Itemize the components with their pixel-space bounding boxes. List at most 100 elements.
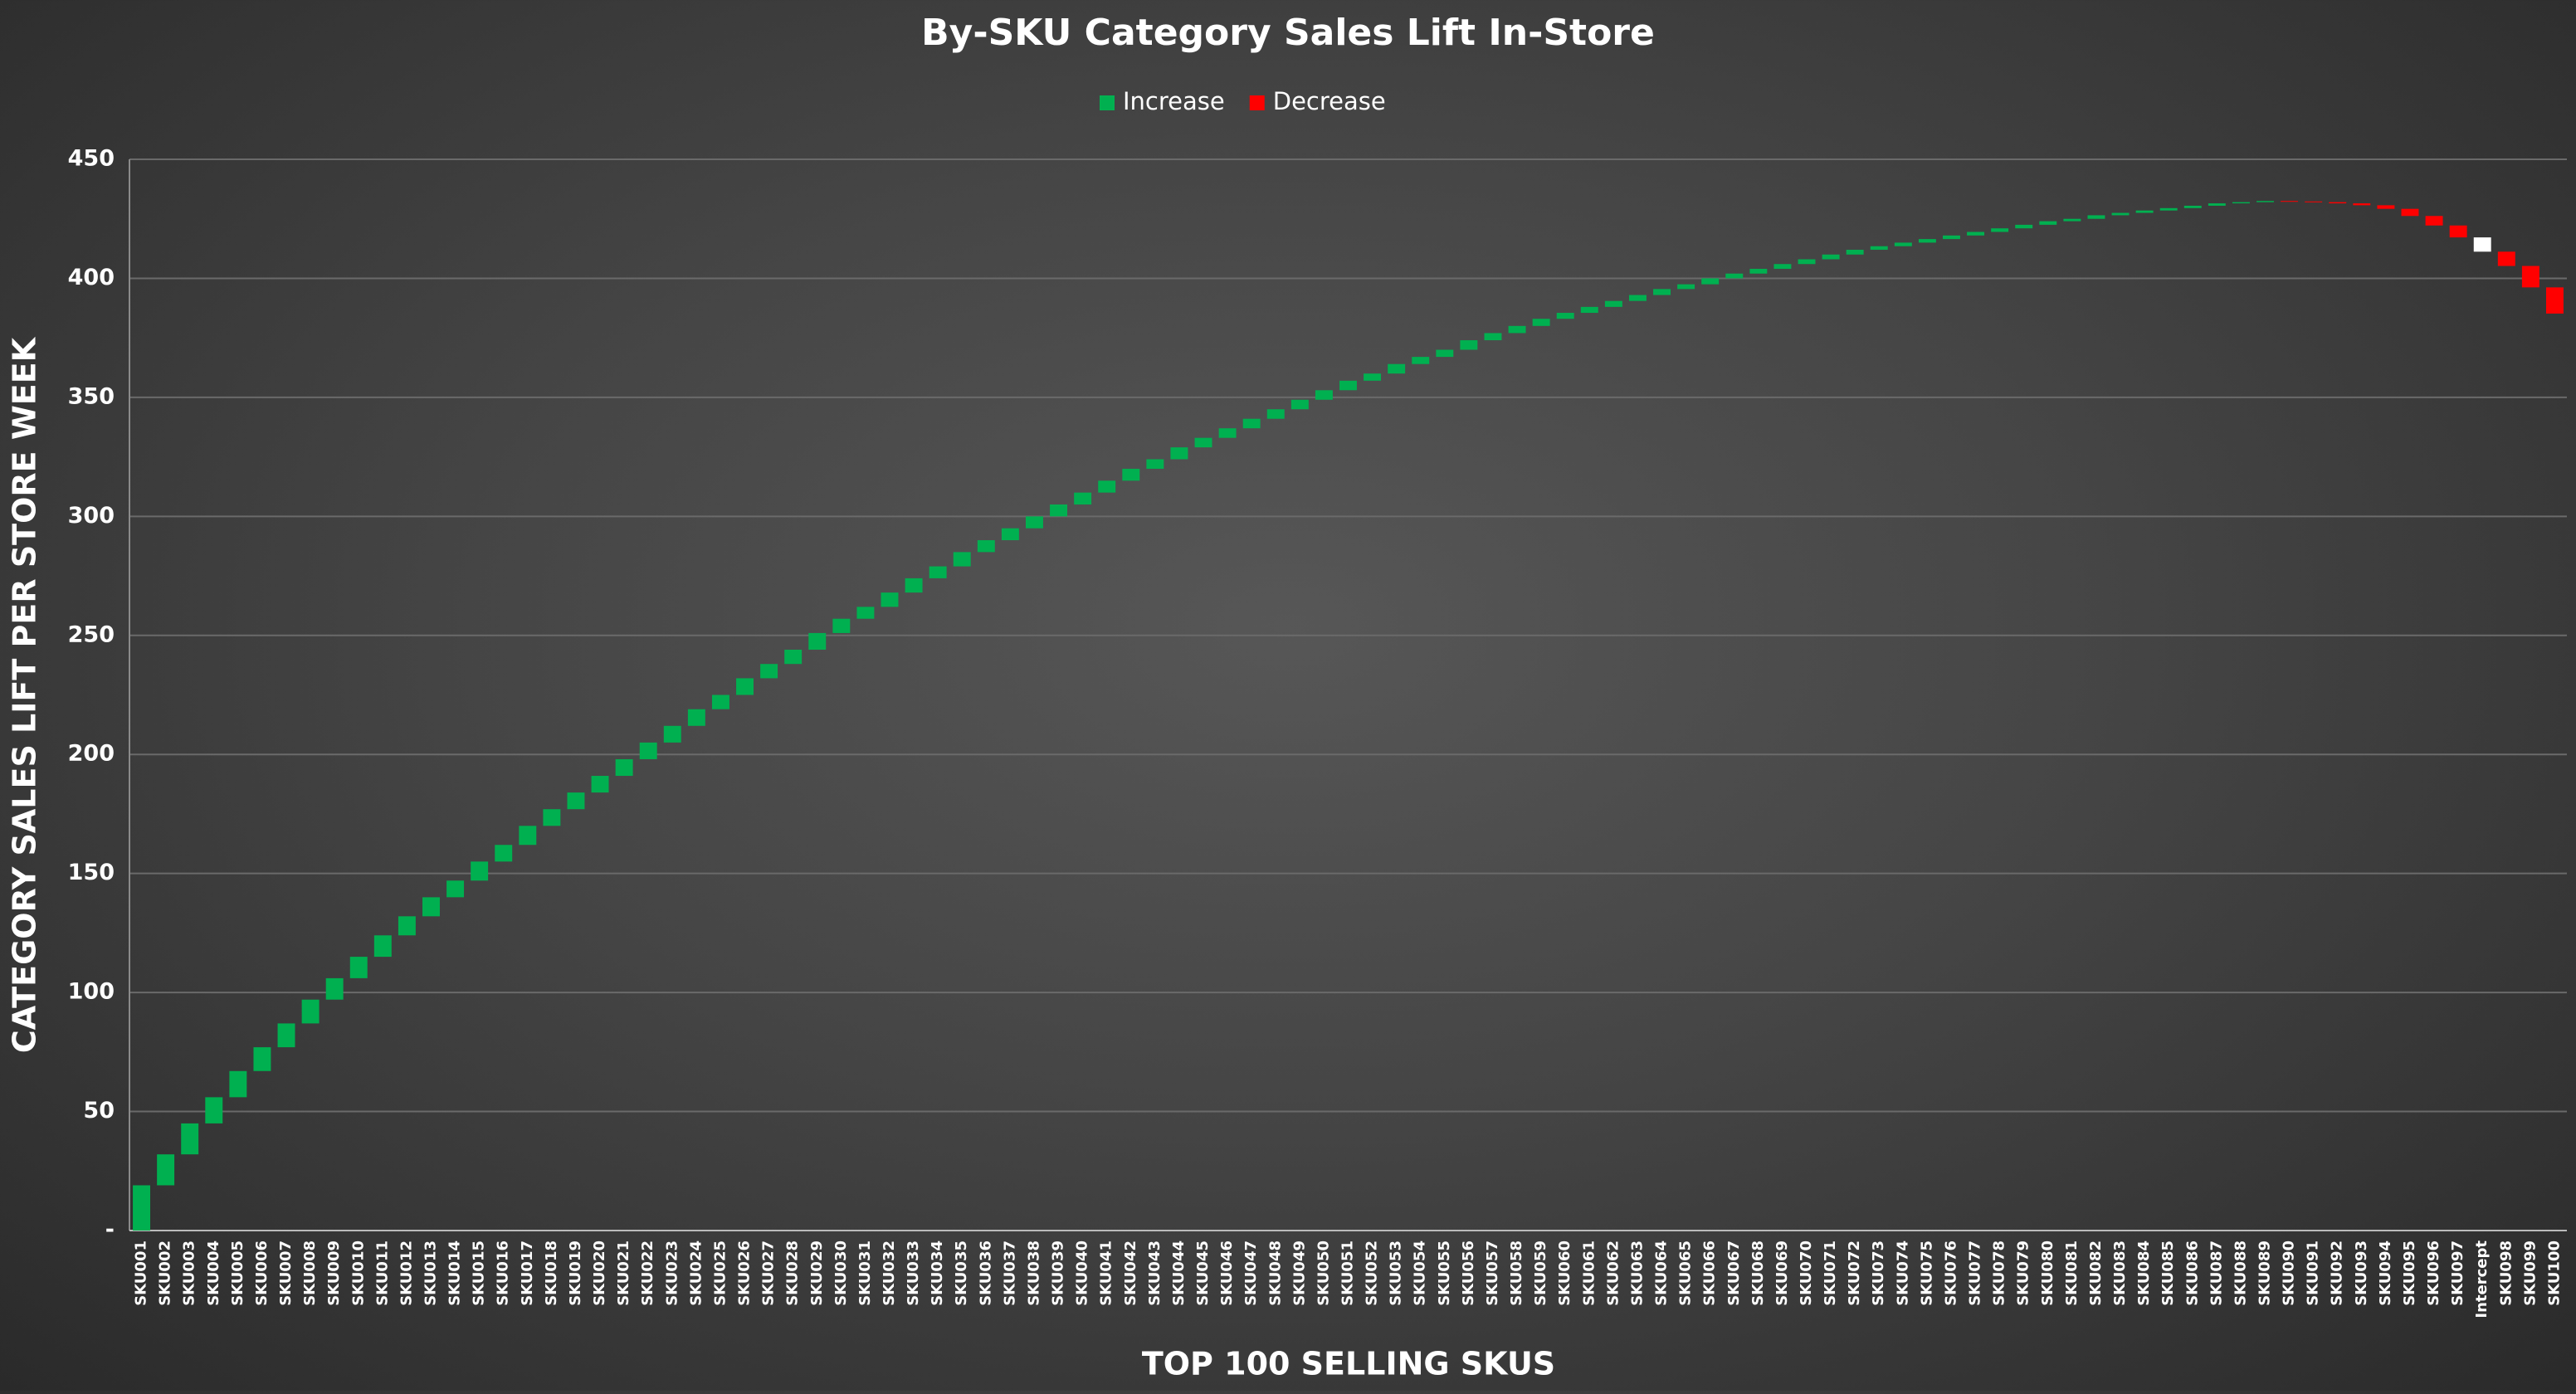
bar xyxy=(1846,250,1864,255)
x-tick-label: SKU079 xyxy=(2015,1240,2032,1306)
bar xyxy=(1918,239,1936,243)
x-tick-label: SKU059 xyxy=(1532,1240,1549,1306)
x-tick-label: SKU098 xyxy=(2497,1240,2515,1306)
bar xyxy=(2256,201,2274,202)
legend-label: Decrease xyxy=(1273,87,1386,115)
bar xyxy=(2449,225,2467,238)
x-tick-label: SKU047 xyxy=(1242,1240,1260,1306)
bar xyxy=(1604,300,1622,307)
bar xyxy=(2473,237,2491,252)
bar xyxy=(2497,251,2515,266)
x-tick-label: SKU062 xyxy=(1604,1240,1622,1306)
bar xyxy=(2545,287,2564,314)
bar xyxy=(1218,428,1237,438)
bar xyxy=(2039,221,2057,225)
y-tick-label: 350 xyxy=(68,383,115,409)
bar xyxy=(1388,363,1406,374)
bar xyxy=(1532,319,1550,326)
bar xyxy=(1001,528,1019,541)
x-tick-label: SKU043 xyxy=(1146,1240,1164,1306)
bar xyxy=(1098,480,1116,493)
x-tick-label: SKU075 xyxy=(1918,1240,1935,1306)
bar xyxy=(1339,380,1357,391)
x-tick-label: SKU069 xyxy=(1773,1240,1791,1306)
x-tick-label: SKU071 xyxy=(1822,1240,1839,1306)
bar xyxy=(953,552,971,567)
x-tick-label: SKU044 xyxy=(1170,1240,1188,1306)
bar xyxy=(929,566,947,578)
bar xyxy=(373,935,392,958)
x-tick-label: SKU056 xyxy=(1460,1240,1477,1306)
x-tick-label: SKU012 xyxy=(398,1240,415,1306)
x-tick-label: SKU057 xyxy=(1484,1240,1501,1306)
x-tick-label: SKU006 xyxy=(253,1240,271,1306)
bar xyxy=(1653,289,1671,295)
x-tick-label: SKU005 xyxy=(229,1240,246,1306)
bar xyxy=(157,1154,175,1186)
x-tick-label: SKU072 xyxy=(1846,1240,1863,1306)
bar xyxy=(881,592,899,607)
bar xyxy=(2353,203,2371,206)
y-tick-label: - xyxy=(105,1217,115,1243)
bar xyxy=(2401,208,2419,217)
y-tick-label: 200 xyxy=(68,741,115,767)
bar xyxy=(325,977,344,1000)
bar xyxy=(1701,278,1720,285)
bar xyxy=(1556,313,1574,319)
x-tick-label: SKU028 xyxy=(784,1240,802,1306)
bar xyxy=(205,1097,223,1123)
x-tick-label: SKU061 xyxy=(1580,1240,1598,1306)
bar xyxy=(253,1047,271,1071)
bar xyxy=(711,695,729,709)
x-tick-label: SKU004 xyxy=(205,1240,222,1306)
bar xyxy=(2377,205,2395,209)
bar xyxy=(2183,205,2202,208)
x-axis-title: TOP 100 SELLING SKUS xyxy=(1142,1346,1555,1382)
bar xyxy=(2111,212,2130,216)
bar xyxy=(808,632,827,650)
x-tick-label: SKU065 xyxy=(1677,1240,1695,1306)
x-tick-label: SKU029 xyxy=(808,1240,826,1306)
bar xyxy=(543,809,561,826)
bar xyxy=(2425,216,2443,226)
x-tick-label: SKU076 xyxy=(1942,1240,1959,1306)
bar xyxy=(1967,232,1985,236)
y-axis-title: CATEGORY SALES LIFT PER STORE WEEK xyxy=(7,336,43,1053)
bar xyxy=(519,826,537,846)
x-tick-label: SKU001 xyxy=(133,1240,150,1306)
x-tick-label: SKU039 xyxy=(1050,1240,1067,1306)
x-tick-label: SKU096 xyxy=(2425,1240,2442,1306)
x-tick-label: SKU045 xyxy=(1194,1240,1212,1306)
x-tick-label: SKU058 xyxy=(1508,1240,1525,1306)
x-tick-label: SKU063 xyxy=(1628,1240,1646,1306)
x-tick-label: SKU033 xyxy=(905,1240,922,1306)
bar xyxy=(1290,399,1309,410)
x-tick-label: SKU013 xyxy=(422,1240,439,1306)
bar xyxy=(2208,203,2226,206)
y-tick-label: 450 xyxy=(68,146,115,172)
x-tick-label: SKU086 xyxy=(2183,1240,2201,1306)
x-tick-label: SKU099 xyxy=(2521,1240,2539,1306)
bar xyxy=(471,861,489,881)
bar xyxy=(349,957,368,978)
bar xyxy=(784,649,803,665)
x-tick-label: SKU010 xyxy=(349,1240,367,1306)
x-tick-label: SKU100 xyxy=(2545,1240,2563,1306)
bar xyxy=(1725,273,1744,279)
bar xyxy=(1026,516,1043,529)
x-tick-label: SKU042 xyxy=(1122,1240,1139,1306)
x-tick-label: SKU022 xyxy=(639,1240,656,1306)
x-tick-label: SKU054 xyxy=(1412,1240,1429,1306)
x-tick-label: SKU087 xyxy=(2208,1240,2225,1306)
bar xyxy=(1484,333,1502,341)
x-tick-label: SKU074 xyxy=(1894,1240,1911,1306)
x-tick-label: SKU064 xyxy=(1653,1240,1671,1306)
bar xyxy=(1170,447,1188,460)
bar xyxy=(2135,210,2154,213)
x-tick-label: SKU097 xyxy=(2449,1240,2466,1306)
y-tick-label: 150 xyxy=(68,860,115,885)
y-tick-label: 300 xyxy=(68,503,115,529)
bar xyxy=(1194,437,1212,448)
x-tick-label: SKU068 xyxy=(1749,1240,1767,1306)
